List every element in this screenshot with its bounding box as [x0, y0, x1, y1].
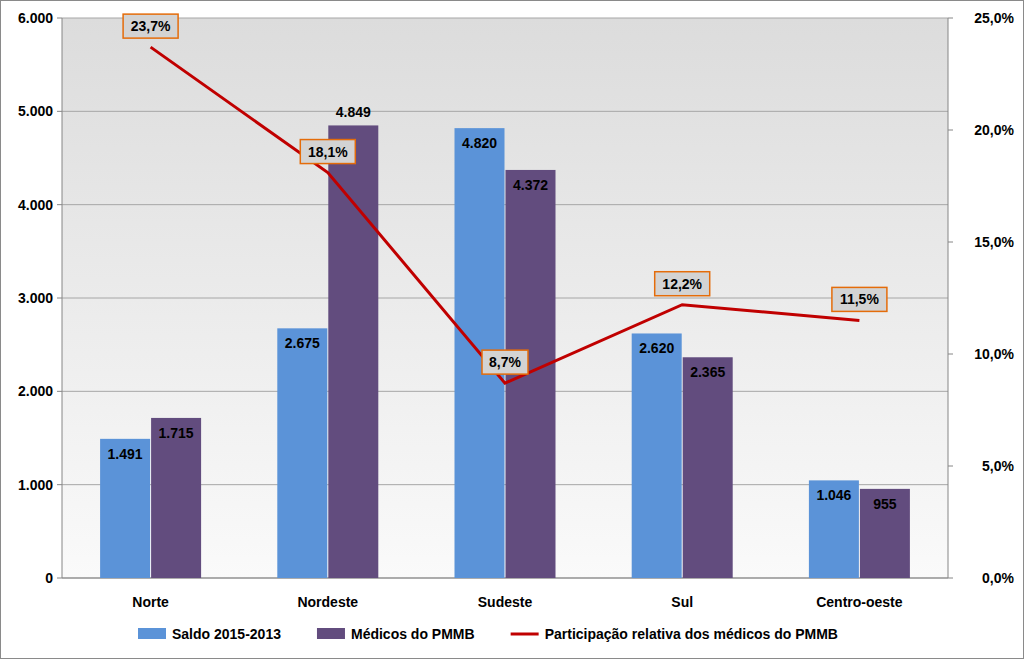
chart-border	[1, 1, 1024, 659]
tick	[948, 578, 953, 579]
legend-swatch	[138, 628, 166, 639]
data-label: 23,7%	[131, 18, 171, 34]
bar	[632, 333, 682, 578]
data-label: 11,5%	[840, 291, 879, 307]
data-label: 1.715	[159, 425, 194, 441]
tick	[57, 298, 62, 299]
data-label: 2.675	[285, 335, 320, 351]
plot-area	[62, 18, 948, 578]
tick	[57, 111, 62, 112]
bar	[100, 439, 150, 578]
label-box	[832, 287, 887, 311]
tick	[57, 484, 62, 485]
y2-axis	[948, 18, 949, 578]
grid-line	[62, 111, 948, 112]
y-axis	[62, 18, 63, 578]
data-label: 2.620	[639, 340, 674, 356]
tick	[57, 18, 62, 19]
tick	[948, 466, 953, 467]
y2-tick-label: 0,0%	[982, 570, 1014, 586]
bar	[683, 357, 733, 578]
grid-line	[62, 204, 948, 205]
labels: 1.491 2.675 4.820 2.620 1.046 1.715 4.849 4.372…	[108, 14, 897, 512]
tick	[948, 242, 953, 243]
y-tick-label: 5.000	[18, 103, 53, 119]
grid-line	[62, 391, 948, 392]
y2-tick-label: 20,0%	[974, 122, 1014, 138]
data-label: 1.491	[108, 446, 143, 462]
label-box	[300, 140, 355, 164]
label-box	[123, 14, 178, 38]
x-tick-label: Sul	[671, 594, 693, 610]
y-tick-label: 1.000	[18, 477, 53, 493]
line	[151, 47, 860, 383]
grid-line	[62, 298, 948, 299]
data-label: 8,7%	[489, 354, 521, 370]
legend-swatch	[511, 633, 539, 636]
data-label: 12,2%	[662, 276, 702, 292]
data-label: 2.365	[690, 364, 725, 380]
x-tick-label: Nordeste	[297, 594, 358, 610]
y2-tick-label: 10,0%	[974, 346, 1014, 362]
data-label: 955	[873, 496, 897, 512]
marks	[100, 47, 910, 578]
grid-line	[62, 18, 948, 19]
y-tick-label: 4.000	[18, 197, 53, 213]
data-label: 1.046	[816, 487, 851, 503]
data-label: 4.372	[513, 177, 548, 193]
y2-tick-label: 25,0%	[974, 10, 1014, 26]
bar	[277, 328, 327, 578]
label-box	[482, 350, 528, 374]
y2-tick-label: 15,0%	[974, 234, 1014, 250]
line-label: 23,7%	[123, 14, 178, 38]
legend-label: Médicos do PMMB	[351, 626, 475, 642]
y-tick-label: 3.000	[18, 290, 53, 306]
chart: 0 1.000 2.000 3.000 4.000 5.000 6.000 0,0% 5,0% 1…	[0, 0, 1024, 659]
legend: Saldo 2015-2013 Médicos do PMMB Participaç…	[138, 626, 838, 642]
tick	[948, 18, 953, 19]
y2-tick-label: 5,0%	[982, 458, 1014, 474]
line-label: 11,5%	[832, 287, 887, 311]
tick	[948, 130, 953, 131]
bar	[328, 125, 378, 578]
data-label: 4.820	[462, 135, 497, 151]
legend-swatch	[317, 628, 345, 639]
bar	[809, 480, 859, 578]
tick	[57, 204, 62, 205]
line-label: 12,2%	[655, 272, 710, 296]
tick	[57, 578, 62, 579]
data-label: 4.849	[336, 104, 371, 120]
bar	[860, 489, 910, 578]
y-tick-label: 0	[45, 570, 53, 586]
line-label: 8,7%	[482, 350, 528, 374]
tick	[948, 354, 953, 355]
line-label: 18,1%	[300, 140, 355, 164]
bar	[151, 418, 201, 578]
label-box	[655, 272, 710, 296]
data-label: 18,1%	[308, 144, 348, 160]
y-tick-label: 2.000	[18, 383, 53, 399]
x-tick-label: Sudeste	[478, 594, 533, 610]
legend-label: Participação relativa dos médicos do PMM…	[545, 626, 838, 642]
x-tick-label: Norte	[132, 594, 169, 610]
legend-label: Saldo 2015-2013	[172, 626, 281, 642]
x-tick-label: Centro-oeste	[816, 594, 903, 610]
tick	[57, 391, 62, 392]
y-tick-label: 6.000	[18, 10, 53, 26]
